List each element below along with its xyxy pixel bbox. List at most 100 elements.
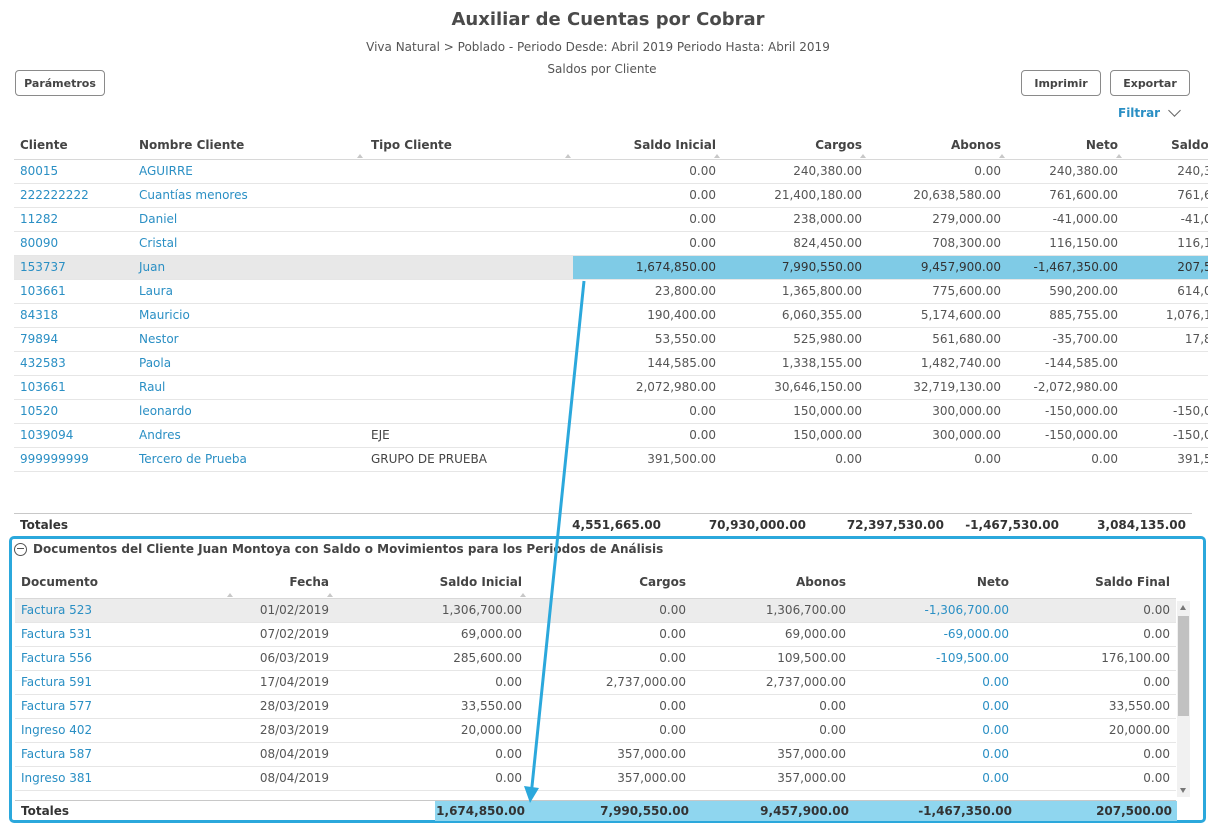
doc-cell-neto[interactable]: 0.00 (852, 694, 1015, 719)
document-row[interactable]: Ingreso 402 28/03/2019 20,000.00 0.00 0.00 0.… (15, 718, 1176, 743)
cell-cliente[interactable]: 79894 (14, 327, 133, 352)
client-row[interactable]: 103661 Raul 2,072,980.00 30,646,150.00 32,71… (14, 375, 1208, 400)
client-row[interactable]: 10520 leonardo 0.00 150,000.00 300,000.00 -15… (14, 399, 1208, 424)
client-row[interactable]: 84318 Mauricio 190,400.00 6,060,355.00 5,174… (14, 303, 1208, 328)
cell-nombre[interactable]: Mauricio (133, 303, 365, 328)
scroll-up-icon[interactable] (1180, 605, 1186, 610)
doc-cell-fecha: 06/03/2019 (235, 646, 335, 671)
cell-nombre[interactable]: Laura (133, 279, 365, 304)
panel-header[interactable]: Documentos del Cliente Juan Montoya con … (14, 542, 663, 556)
doc-cell-documento[interactable]: Factura 577 (15, 694, 235, 719)
doc-col-header-abonos[interactable]: Abonos (692, 566, 852, 599)
document-row[interactable]: Factura 531 07/02/2019 69,000.00 0.00 69,000… (15, 622, 1176, 647)
client-row[interactable]: 80015 AGUIRRE 0.00 240,380.00 0.00 240,380.00… (14, 159, 1208, 184)
client-row[interactable]: 999999999 Tercero de Prueba GRUPO DE PRUEB… (14, 447, 1208, 472)
client-row[interactable]: 153737 Juan 1,674,850.00 7,990,550.00 9,457,… (14, 255, 1208, 280)
cell-cliente[interactable]: 84318 (14, 303, 133, 328)
cell-cliente[interactable]: 222222222 (14, 183, 133, 208)
col-header-nombre[interactable]: Nombre Cliente (133, 131, 365, 160)
col-header-cargos[interactable]: Cargos (722, 131, 868, 160)
clients-totals-row: Totales 4,551,665.00 70,930,000.00 72,39… (14, 513, 1192, 535)
cell-nombre[interactable]: Andres (133, 423, 365, 448)
cell-abonos: 9,457,900.00 (868, 255, 1007, 280)
doc-col-header-documento[interactable]: Documento (15, 566, 235, 599)
doc-cell-cargos: 0.00 (528, 646, 692, 671)
doc-cell-saldo-inicial: 69,000.00 (335, 622, 528, 647)
cell-cliente[interactable]: 80090 (14, 231, 133, 256)
cell-nombre[interactable]: Paola (133, 351, 365, 376)
cell-nombre[interactable]: Raul (133, 375, 365, 400)
doc-col-header-neto[interactable]: Neto (852, 566, 1015, 599)
client-row[interactable]: 432583 Paola 144,585.00 1,338,155.00 1,482,7… (14, 351, 1208, 376)
client-row[interactable]: 103661 Laura 23,800.00 1,365,800.00 775,600.… (14, 279, 1208, 304)
print-button[interactable]: Imprimir (1021, 70, 1101, 96)
doc-col-header-saldo-final[interactable]: Saldo Final (1015, 566, 1176, 599)
col-header-saldo-inicial[interactable]: Saldo Inicial (573, 131, 722, 160)
cell-nombre[interactable]: Cuantías menores (133, 183, 365, 208)
doc-cell-neto[interactable]: 0.00 (852, 742, 1015, 767)
minus-circle-icon[interactable] (14, 542, 27, 556)
doc-cell-documento[interactable]: Factura 531 (15, 622, 235, 647)
cell-nombre[interactable]: Daniel (133, 207, 365, 232)
document-row[interactable]: Ingreso 381 08/04/2019 0.00 357,000.00 357,0… (15, 766, 1176, 791)
doc-cell-neto[interactable]: -109,500.00 (852, 646, 1015, 671)
scroll-thumb[interactable] (1178, 616, 1189, 716)
document-row[interactable]: Factura 591 17/04/2019 0.00 2,737,000.00 2,7… (15, 670, 1176, 695)
scroll-down-icon[interactable] (1180, 788, 1186, 793)
col-header-saldo-final[interactable]: Saldo Final (1124, 131, 1208, 160)
document-row[interactable]: Factura 587 08/04/2019 0.00 357,000.00 357,0… (15, 742, 1176, 767)
totals-label: Totales (20, 518, 69, 532)
client-row[interactable]: 222222222 Cuantías menores 0.00 21,400,180.… (14, 183, 1208, 208)
cell-cliente[interactable]: 153737 (14, 255, 133, 280)
doc-col-header-cargos[interactable]: Cargos (528, 566, 692, 599)
doc-cell-neto[interactable]: 0.00 (852, 670, 1015, 695)
cell-cliente[interactable]: 999999999 (14, 447, 133, 472)
cell-tipo (365, 231, 573, 256)
cell-nombre[interactable]: Cristal (133, 231, 365, 256)
cell-nombre[interactable]: leonardo (133, 399, 365, 424)
document-row[interactable]: Factura 523 01/02/2019 1,306,700.00 0.00 1,3… (15, 598, 1176, 623)
cell-cliente[interactable]: 80015 (14, 159, 133, 184)
cell-saldo-final: -150,000.00 (1124, 423, 1208, 448)
col-header-abonos[interactable]: Abonos (868, 131, 1007, 160)
export-button[interactable]: Exportar (1110, 70, 1190, 96)
doc-col-header-fecha[interactable]: Fecha (235, 566, 335, 599)
doc-col-header-saldo-inicial[interactable]: Saldo Inicial (335, 566, 528, 599)
doc-cell-documento[interactable]: Ingreso 402 (15, 718, 235, 743)
cell-cliente[interactable]: 11282 (14, 207, 133, 232)
col-header-neto[interactable]: Neto (1007, 131, 1124, 160)
doc-cell-neto[interactable]: -69,000.00 (852, 622, 1015, 647)
document-row[interactable]: Factura 556 06/03/2019 285,600.00 0.00 109,5… (15, 646, 1176, 671)
cell-saldo-inicial: 2,072,980.00 (573, 375, 722, 400)
cell-cliente[interactable]: 10520 (14, 399, 133, 424)
doc-cell-documento[interactable]: Ingreso 381 (15, 766, 235, 791)
doc-cell-neto[interactable]: 0.00 (852, 766, 1015, 791)
client-row[interactable]: 11282 Daniel 0.00 238,000.00 279,000.00 -41,0… (14, 207, 1208, 232)
documents-scrollbar[interactable] (1177, 601, 1190, 797)
doc-cell-documento[interactable]: Factura 587 (15, 742, 235, 767)
cell-cliente[interactable]: 1039094 (14, 423, 133, 448)
client-row[interactable]: 1039094 Andres EJE 0.00 150,000.00 300,000.00… (14, 423, 1208, 448)
document-row[interactable]: Factura 577 28/03/2019 33,550.00 0.00 0.00 0.… (15, 694, 1176, 719)
cell-cargos: 238,000.00 (722, 207, 868, 232)
cell-nombre[interactable]: Tercero de Prueba (133, 447, 365, 472)
cell-neto: -144,585.00 (1007, 351, 1124, 376)
cell-nombre[interactable]: Nestor (133, 327, 365, 352)
doc-cell-neto[interactable]: -1,306,700.00 (852, 598, 1015, 623)
cell-cliente[interactable]: 103661 (14, 279, 133, 304)
client-row[interactable]: 80090 Cristal 0.00 824,450.00 708,300.00 116,… (14, 231, 1208, 256)
doc-cell-cargos: 0.00 (528, 718, 692, 743)
doc-cell-documento[interactable]: Factura 523 (15, 598, 235, 623)
doc-cell-documento[interactable]: Factura 591 (15, 670, 235, 695)
cell-nombre[interactable]: AGUIRRE (133, 159, 365, 184)
col-header-tipo[interactable]: Tipo Cliente (365, 131, 573, 160)
doc-cell-neto[interactable]: 0.00 (852, 718, 1015, 743)
cell-cliente[interactable]: 432583 (14, 351, 133, 376)
col-header-cliente[interactable]: Cliente (14, 131, 133, 160)
cell-nombre[interactable]: Juan (133, 255, 365, 280)
parameters-button[interactable]: Parámetros (15, 70, 105, 96)
doc-cell-documento[interactable]: Factura 556 (15, 646, 235, 671)
filter-toggle[interactable]: Filtrar (1118, 104, 1181, 120)
cell-cliente[interactable]: 103661 (14, 375, 133, 400)
client-row[interactable]: 79894 Nestor 53,550.00 525,980.00 561,680.00… (14, 327, 1208, 352)
